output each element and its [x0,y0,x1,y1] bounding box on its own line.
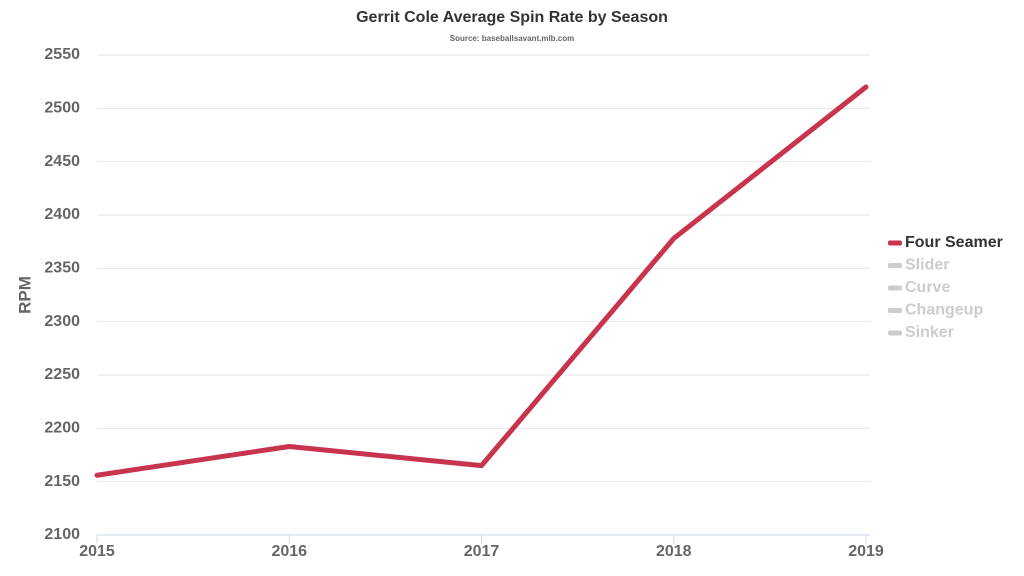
y-tick-label: 2100 [44,526,80,543]
legend-label[interactable]: Curve [905,279,950,296]
y-tick-label: 2350 [44,260,80,277]
legend-label[interactable]: Changeup [905,302,983,319]
y-tick-label: 2150 [44,473,80,490]
y-tick-label: 2200 [44,420,80,437]
y-tick-label: 2250 [44,366,80,383]
chart-title: Gerrit Cole Average Spin Rate by Season [356,9,668,26]
legend-swatch[interactable] [888,263,902,268]
y-tick-label: 2550 [44,46,80,63]
x-tick-label: 2015 [79,543,115,560]
legend-swatch[interactable] [888,285,902,291]
y-tick-label: 2450 [44,153,80,170]
x-tick-label: 2018 [656,543,692,560]
x-tick-label: 2017 [464,543,500,560]
series-line [94,84,869,478]
y-axis-label: RPM [15,276,34,314]
legend-swatch[interactable] [888,330,902,336]
y-tick-label: 2400 [44,206,80,223]
legend-swatch[interactable] [888,308,902,313]
y-tick-label: 2300 [44,313,80,330]
x-tick-label: 2016 [271,543,307,560]
legend-swatch[interactable] [888,240,902,246]
y-tick-label: 2500 [44,100,80,117]
legend-label[interactable]: Four Seamer [905,234,1003,251]
legend-label[interactable]: Sinker [905,324,954,341]
chart-subtitle: Source: baseballsavant.mlb.com [450,34,575,43]
legend-label[interactable]: Slider [905,257,949,274]
x-tick-label: 2019 [848,543,884,560]
